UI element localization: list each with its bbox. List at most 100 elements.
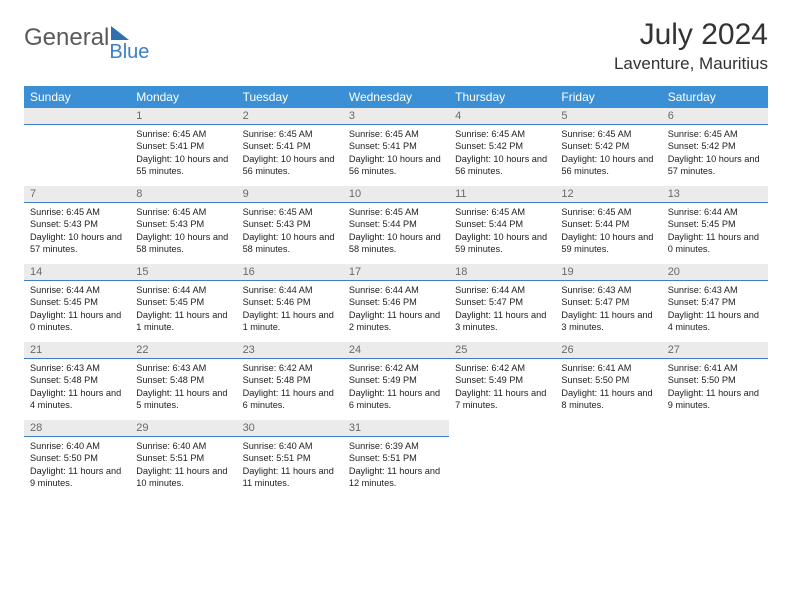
daylight-line: Daylight: 11 hours and 4 minutes. bbox=[30, 387, 124, 412]
sunrise-line: Sunrise: 6:43 AM bbox=[561, 284, 655, 296]
sunset-line: Sunset: 5:50 PM bbox=[561, 374, 655, 386]
day-info: Sunrise: 6:45 AMSunset: 5:43 PMDaylight:… bbox=[130, 203, 236, 258]
sunrise-line: Sunrise: 6:45 AM bbox=[668, 128, 762, 140]
sunrise-line: Sunrise: 6:45 AM bbox=[561, 128, 655, 140]
sunrise-line: Sunrise: 6:45 AM bbox=[349, 128, 443, 140]
day-number: 9 bbox=[237, 186, 343, 203]
sunset-line: Sunset: 5:42 PM bbox=[455, 140, 549, 152]
daylight-line: Daylight: 11 hours and 1 minute. bbox=[243, 309, 337, 334]
daylight-line: Daylight: 10 hours and 57 minutes. bbox=[668, 153, 762, 178]
calendar-cell: 2Sunrise: 6:45 AMSunset: 5:41 PMDaylight… bbox=[237, 108, 343, 186]
day-info: Sunrise: 6:42 AMSunset: 5:48 PMDaylight:… bbox=[237, 359, 343, 414]
daylight-line: Daylight: 11 hours and 6 minutes. bbox=[243, 387, 337, 412]
calendar-cell bbox=[449, 420, 555, 498]
day-info: Sunrise: 6:40 AMSunset: 5:51 PMDaylight:… bbox=[237, 437, 343, 492]
logo: General Blue bbox=[24, 24, 167, 52]
sunrise-line: Sunrise: 6:44 AM bbox=[349, 284, 443, 296]
calendar-table: SundayMondayTuesdayWednesdayThursdayFrid… bbox=[24, 86, 768, 498]
calendar-cell: 18Sunrise: 6:44 AMSunset: 5:47 PMDayligh… bbox=[449, 264, 555, 342]
day-number: 26 bbox=[555, 342, 661, 359]
sunset-line: Sunset: 5:49 PM bbox=[349, 374, 443, 386]
day-number: 18 bbox=[449, 264, 555, 281]
day-number: 5 bbox=[555, 108, 661, 125]
calendar-cell: 26Sunrise: 6:41 AMSunset: 5:50 PMDayligh… bbox=[555, 342, 661, 420]
sunrise-line: Sunrise: 6:44 AM bbox=[668, 206, 762, 218]
sunset-line: Sunset: 5:51 PM bbox=[349, 452, 443, 464]
day-info: Sunrise: 6:44 AMSunset: 5:46 PMDaylight:… bbox=[237, 281, 343, 336]
daylight-line: Daylight: 11 hours and 2 minutes. bbox=[349, 309, 443, 334]
day-info: Sunrise: 6:42 AMSunset: 5:49 PMDaylight:… bbox=[343, 359, 449, 414]
sunrise-line: Sunrise: 6:45 AM bbox=[455, 206, 549, 218]
sunrise-line: Sunrise: 6:40 AM bbox=[243, 440, 337, 452]
day-info: Sunrise: 6:45 AMSunset: 5:41 PMDaylight:… bbox=[237, 125, 343, 180]
sunrise-line: Sunrise: 6:43 AM bbox=[30, 362, 124, 374]
daylight-line: Daylight: 10 hours and 57 minutes. bbox=[30, 231, 124, 256]
day-info: Sunrise: 6:45 AMSunset: 5:44 PMDaylight:… bbox=[555, 203, 661, 258]
sunset-line: Sunset: 5:46 PM bbox=[349, 296, 443, 308]
day-number: 24 bbox=[343, 342, 449, 359]
calendar-head: SundayMondayTuesdayWednesdayThursdayFrid… bbox=[24, 86, 768, 108]
calendar-cell: 19Sunrise: 6:43 AMSunset: 5:47 PMDayligh… bbox=[555, 264, 661, 342]
day-number: 27 bbox=[662, 342, 768, 359]
weekday-header: Sunday bbox=[24, 86, 130, 108]
calendar-cell: 1Sunrise: 6:45 AMSunset: 5:41 PMDaylight… bbox=[130, 108, 236, 186]
daylight-line: Daylight: 11 hours and 3 minutes. bbox=[455, 309, 549, 334]
day-number: 12 bbox=[555, 186, 661, 203]
sunrise-line: Sunrise: 6:42 AM bbox=[349, 362, 443, 374]
day-number: 10 bbox=[343, 186, 449, 203]
sunrise-line: Sunrise: 6:45 AM bbox=[561, 206, 655, 218]
calendar-cell: 22Sunrise: 6:43 AMSunset: 5:48 PMDayligh… bbox=[130, 342, 236, 420]
day-info: Sunrise: 6:40 AMSunset: 5:50 PMDaylight:… bbox=[24, 437, 130, 492]
day-number: 3 bbox=[343, 108, 449, 125]
sunrise-line: Sunrise: 6:43 AM bbox=[668, 284, 762, 296]
sunset-line: Sunset: 5:44 PM bbox=[455, 218, 549, 230]
day-info: Sunrise: 6:41 AMSunset: 5:50 PMDaylight:… bbox=[555, 359, 661, 414]
calendar-cell: 16Sunrise: 6:44 AMSunset: 5:46 PMDayligh… bbox=[237, 264, 343, 342]
header: General Blue July 2024 Laventure, Maurit… bbox=[24, 18, 768, 74]
sunset-line: Sunset: 5:48 PM bbox=[136, 374, 230, 386]
sunset-line: Sunset: 5:49 PM bbox=[455, 374, 549, 386]
day-number: 22 bbox=[130, 342, 236, 359]
day-info: Sunrise: 6:44 AMSunset: 5:47 PMDaylight:… bbox=[449, 281, 555, 336]
logo-triangle-icon bbox=[111, 26, 129, 40]
day-number: 6 bbox=[662, 108, 768, 125]
sunset-line: Sunset: 5:41 PM bbox=[243, 140, 337, 152]
day-number: 25 bbox=[449, 342, 555, 359]
sunset-line: Sunset: 5:43 PM bbox=[243, 218, 337, 230]
sunset-line: Sunset: 5:48 PM bbox=[243, 374, 337, 386]
daylight-line: Daylight: 10 hours and 56 minutes. bbox=[455, 153, 549, 178]
calendar-cell bbox=[555, 420, 661, 498]
calendar-cell: 27Sunrise: 6:41 AMSunset: 5:50 PMDayligh… bbox=[662, 342, 768, 420]
day-info: Sunrise: 6:44 AMSunset: 5:45 PMDaylight:… bbox=[662, 203, 768, 258]
sunrise-line: Sunrise: 6:44 AM bbox=[30, 284, 124, 296]
sunrise-line: Sunrise: 6:40 AM bbox=[30, 440, 124, 452]
sunset-line: Sunset: 5:45 PM bbox=[30, 296, 124, 308]
daylight-line: Daylight: 11 hours and 4 minutes. bbox=[668, 309, 762, 334]
day-number: 19 bbox=[555, 264, 661, 281]
daylight-line: Daylight: 11 hours and 0 minutes. bbox=[30, 309, 124, 334]
day-info: Sunrise: 6:43 AMSunset: 5:48 PMDaylight:… bbox=[24, 359, 130, 414]
day-number: 7 bbox=[24, 186, 130, 203]
sunset-line: Sunset: 5:44 PM bbox=[561, 218, 655, 230]
day-number: 11 bbox=[449, 186, 555, 203]
calendar-cell: 3Sunrise: 6:45 AMSunset: 5:41 PMDaylight… bbox=[343, 108, 449, 186]
sunset-line: Sunset: 5:43 PM bbox=[30, 218, 124, 230]
day-number: 28 bbox=[24, 420, 130, 437]
day-info: Sunrise: 6:45 AMSunset: 5:42 PMDaylight:… bbox=[555, 125, 661, 180]
sunrise-line: Sunrise: 6:39 AM bbox=[349, 440, 443, 452]
title-block: July 2024 Laventure, Mauritius bbox=[614, 18, 768, 74]
sunrise-line: Sunrise: 6:45 AM bbox=[243, 206, 337, 218]
calendar-cell: 8Sunrise: 6:45 AMSunset: 5:43 PMDaylight… bbox=[130, 186, 236, 264]
sunset-line: Sunset: 5:41 PM bbox=[136, 140, 230, 152]
sunrise-line: Sunrise: 6:45 AM bbox=[455, 128, 549, 140]
calendar-cell: 30Sunrise: 6:40 AMSunset: 5:51 PMDayligh… bbox=[237, 420, 343, 498]
daylight-line: Daylight: 11 hours and 9 minutes. bbox=[668, 387, 762, 412]
sunset-line: Sunset: 5:44 PM bbox=[349, 218, 443, 230]
day-number: 14 bbox=[24, 264, 130, 281]
daylight-line: Daylight: 10 hours and 58 minutes. bbox=[243, 231, 337, 256]
day-number: 30 bbox=[237, 420, 343, 437]
day-info: Sunrise: 6:45 AMSunset: 5:41 PMDaylight:… bbox=[343, 125, 449, 180]
day-info: Sunrise: 6:42 AMSunset: 5:49 PMDaylight:… bbox=[449, 359, 555, 414]
sunset-line: Sunset: 5:45 PM bbox=[668, 218, 762, 230]
calendar-body: 1Sunrise: 6:45 AMSunset: 5:41 PMDaylight… bbox=[24, 108, 768, 498]
